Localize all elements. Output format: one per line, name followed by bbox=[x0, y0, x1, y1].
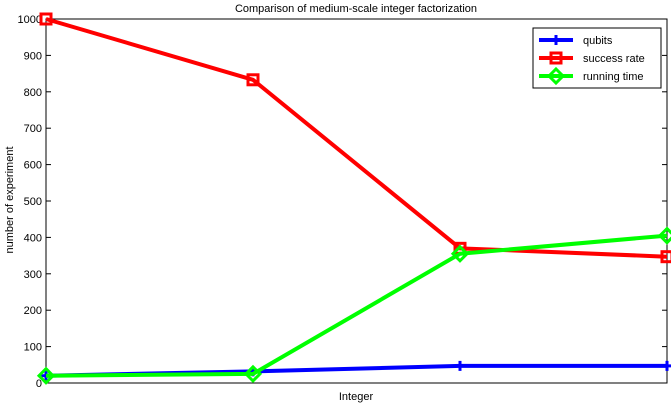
chart-title: Comparison of medium-scale integer facto… bbox=[235, 3, 477, 15]
legend: qubits success rate running time bbox=[532, 27, 662, 89]
x-axis-label: Integer bbox=[339, 391, 374, 403]
y-tick-label: 400 bbox=[24, 232, 42, 244]
series-layer bbox=[36, 12, 671, 385]
data-point-success-rate bbox=[246, 73, 260, 87]
data-point-success-rate bbox=[39, 12, 53, 26]
y-tick-label: 200 bbox=[24, 305, 42, 317]
data-point-qubits bbox=[455, 360, 465, 371]
y-tick-label: 0 bbox=[36, 378, 42, 390]
y-tick-label: 900 bbox=[24, 50, 42, 62]
series-line-success-rate bbox=[45, 17, 668, 259]
data-point-running-time bbox=[450, 244, 470, 263]
legend-label-success-rate: success rate bbox=[583, 53, 645, 65]
legend-marker-success-rate bbox=[549, 51, 563, 65]
legend-marker-qubits bbox=[551, 35, 561, 45]
y-tick-label: 600 bbox=[24, 160, 42, 172]
y-tick-label: 800 bbox=[24, 87, 42, 99]
data-point-running-time bbox=[657, 226, 671, 245]
legend-label-qubits: qubits bbox=[583, 35, 613, 47]
legend-marker-running-time bbox=[546, 66, 566, 86]
y-axis-label: number of experiment bbox=[4, 147, 16, 254]
data-point-success-rate bbox=[660, 250, 671, 264]
series-line-running-time bbox=[45, 233, 668, 378]
data-point-qubits bbox=[662, 360, 671, 371]
y-tick-label: 100 bbox=[24, 342, 42, 354]
y-tick-label: 700 bbox=[24, 123, 42, 135]
legend-label-running-time: running time bbox=[583, 71, 644, 83]
data-point-running-time bbox=[36, 366, 56, 385]
y-tick-label: 500 bbox=[24, 196, 42, 208]
y-tick-label: 300 bbox=[24, 269, 42, 281]
y-tick-label: 1000 bbox=[18, 14, 42, 26]
data-point-running-time bbox=[243, 364, 263, 384]
